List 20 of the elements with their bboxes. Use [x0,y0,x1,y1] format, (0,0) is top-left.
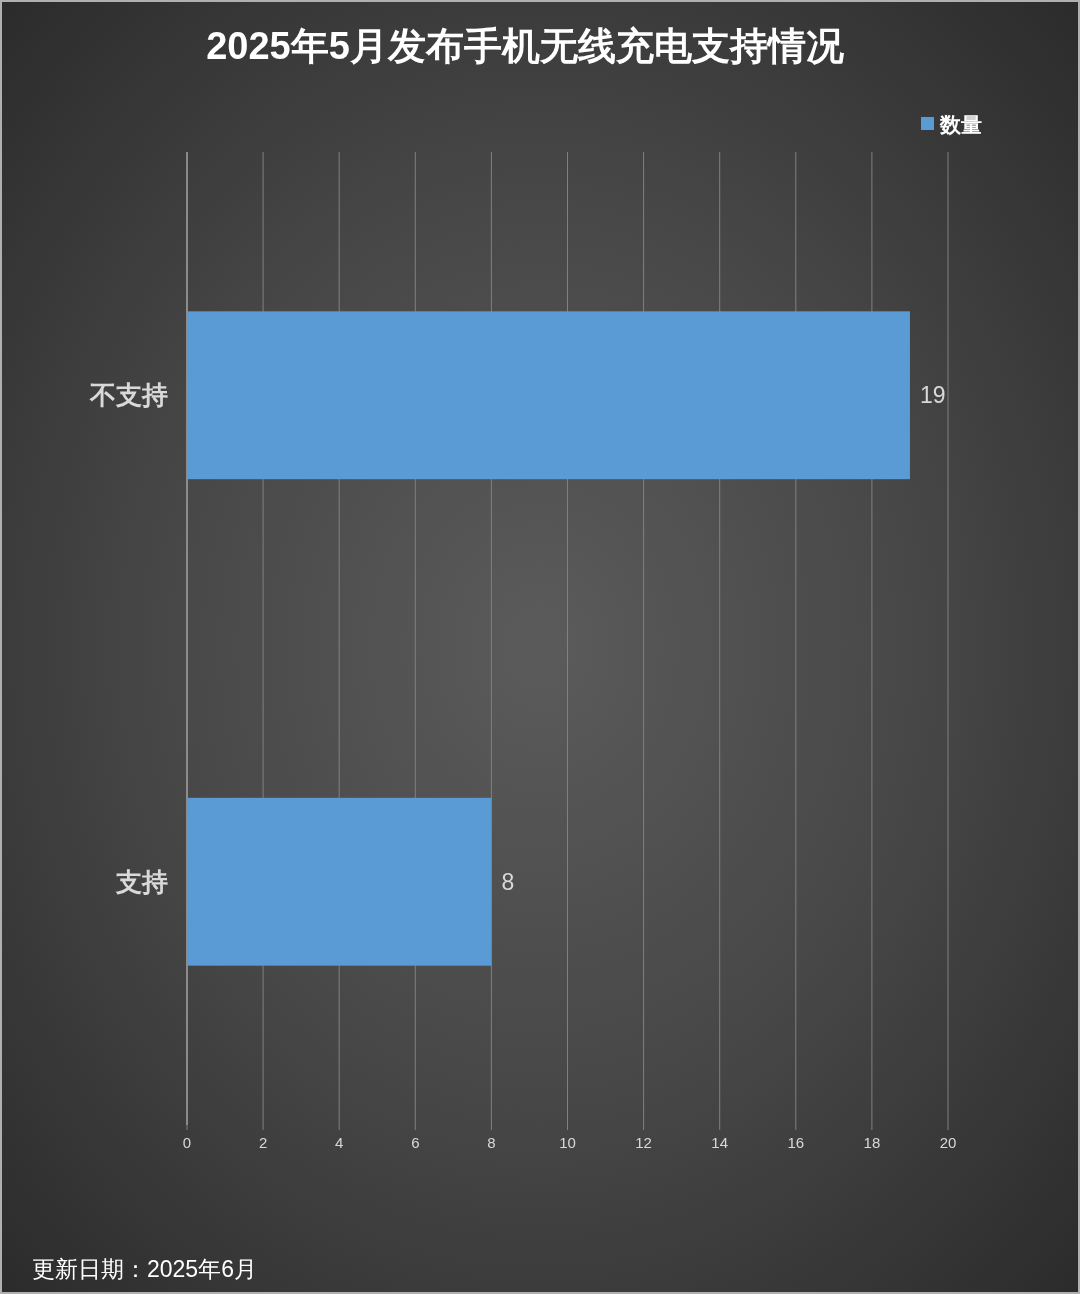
x-tick-label: 12 [635,1134,652,1151]
x-tick-label: 20 [939,1134,957,1151]
x-tick-label: 18 [863,1134,881,1151]
x-tick-label: 8 [487,1134,496,1151]
x-tick-label: 0 [182,1134,192,1151]
plot: 0 2 4 6 8 10 12 14 16 18 20 不支持 19 支持 8 [90,151,957,1151]
annotation: 更新日期：2025年6月 [32,1256,257,1282]
x-tick-label: 10 [559,1134,576,1151]
title: 2025年5月发布手机无线充电支持情况 [206,25,844,67]
x-tick-label: 14 [711,1134,729,1151]
y-tick-label: 不支持 [89,380,168,411]
y-tick-label: 支持 [115,866,168,897]
legend-label: 数量 [939,113,982,136]
x-tick-label: 4 [335,1134,344,1151]
data-label: 19 [919,382,946,409]
data-label: 8 [501,868,515,895]
legend: 数量 [921,113,982,136]
x-tick-label: 16 [787,1134,805,1151]
x-tick-label: 2 [258,1134,268,1151]
x-tick-label: 6 [411,1134,420,1151]
